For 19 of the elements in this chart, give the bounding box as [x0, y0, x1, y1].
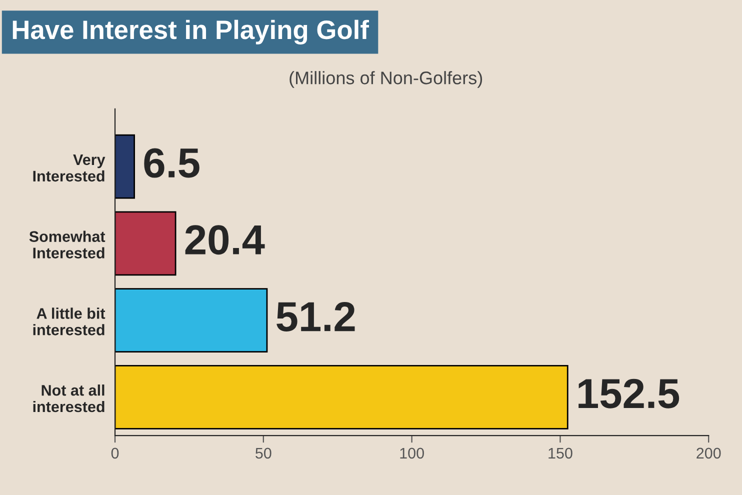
y-tick-label: Somewhat Interested — [29, 230, 106, 258]
chart-title: Have Interest in Playing Golf — [12, 20, 369, 45]
x-tick-label: 100 — [400, 448, 424, 459]
data-label: 20.4 — [185, 225, 265, 255]
y-tick-label: Not at all interested — [33, 384, 104, 412]
bar — [115, 288, 268, 353]
bar — [115, 134, 135, 199]
bar — [115, 364, 568, 430]
y-tick-label: Very Interested — [33, 154, 106, 182]
y-tick-label: A little bit interested — [33, 308, 106, 336]
x-tick-label: 50 — [256, 448, 272, 459]
data-label: 6.5 — [144, 148, 200, 178]
x-tick-label: 0 — [111, 448, 119, 459]
chart-subtitle: (Millions of Non-Golfers) — [290, 71, 482, 88]
bar — [115, 211, 176, 276]
data-label: 51.2 — [276, 302, 355, 332]
x-tick-label: 150 — [548, 448, 572, 459]
x-tick-label: 200 — [696, 448, 721, 459]
data-label: 152.5 — [578, 378, 680, 408]
